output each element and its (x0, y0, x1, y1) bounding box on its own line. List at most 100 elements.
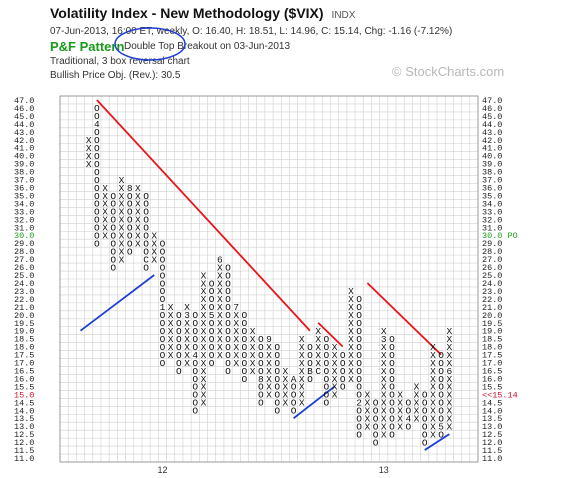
y-tick-label-right: 14.0 (482, 406, 502, 416)
x-box: X (119, 231, 125, 242)
o-box: O (324, 382, 330, 393)
o-box: O (176, 326, 182, 337)
x-box: 3 (381, 334, 387, 345)
y-tick-label: 31.0 (14, 223, 34, 233)
x-box: X (430, 414, 436, 425)
x-box: X (217, 334, 223, 345)
bullish-support-line (424, 433, 450, 451)
x-box: X (102, 223, 108, 234)
y-tick-label: 34.0 (14, 199, 34, 209)
o-box: O (143, 191, 149, 202)
x-box: X (397, 406, 403, 417)
o-box: O (127, 238, 133, 249)
x-box: X (151, 238, 157, 249)
o-box: O (258, 342, 264, 353)
o-box: O (225, 318, 231, 329)
o-box: O (160, 278, 166, 289)
o-box: O (242, 318, 248, 329)
x-box: X (299, 350, 305, 361)
x-box: X (250, 342, 256, 353)
x-box: X (201, 366, 207, 377)
o-box: O (192, 374, 198, 385)
y-tick-label-right: 42.0 (482, 136, 502, 146)
y-tick-label: 15.0 (14, 390, 34, 400)
x-box: X (135, 238, 141, 249)
x-box: X (168, 302, 174, 313)
x-box: X (299, 342, 305, 353)
o-box: O (356, 421, 362, 432)
o-box: O (143, 238, 149, 249)
y-tick-label-right: 19.0 (482, 327, 502, 337)
x-box: X (348, 374, 354, 385)
y-tick-label: 18.5 (14, 335, 34, 345)
o-box: O (110, 223, 116, 234)
x-box: 6 (446, 366, 452, 377)
x-box: X (381, 342, 387, 353)
x-box: X (217, 294, 223, 305)
x-box: X (430, 358, 436, 369)
o-box: O (94, 167, 100, 178)
o-box: O (274, 358, 280, 369)
x-box: X (397, 414, 403, 425)
x-box: X (135, 207, 141, 218)
x-box: X (135, 215, 141, 226)
o-box: O (209, 318, 215, 329)
y-tick-label-right: 21.0 (482, 303, 502, 313)
y-tick-label-right: 30.0 PO (482, 231, 518, 241)
o-box: O (274, 374, 280, 385)
o-box: O (324, 358, 330, 369)
x-box: X (365, 414, 371, 425)
o-box: O (356, 318, 362, 329)
o-box: O (274, 382, 280, 393)
x-box: X (217, 342, 223, 353)
y-tick-label: 39.0 (14, 160, 34, 170)
x-box: X (184, 302, 190, 313)
o-box: O (94, 175, 100, 186)
o-box: O (127, 199, 133, 210)
x-box: X (430, 390, 436, 401)
o-box: O (225, 302, 231, 313)
o-box: O (176, 342, 182, 353)
x-box: X (381, 374, 387, 385)
x-box: X (201, 398, 207, 409)
x-box: 7 (233, 302, 239, 313)
o-box: O (291, 406, 297, 417)
x-box: X (86, 135, 92, 146)
y-tick-label: 16.0 (14, 374, 34, 384)
o-box: O (389, 358, 395, 369)
x-box: X (266, 358, 272, 369)
o-box: O (209, 294, 215, 305)
x-axis: 12 13 (157, 465, 388, 475)
o-box: O (176, 350, 182, 361)
o-box: 1 (160, 302, 166, 313)
o-box: A (291, 374, 297, 385)
x-box: X (348, 342, 354, 353)
x-box: X (201, 350, 207, 361)
o-box: O (176, 318, 182, 329)
x-box: X (201, 318, 207, 329)
x-box: X (332, 390, 338, 401)
o-box: O (225, 262, 231, 273)
o-box: O (110, 262, 116, 273)
o-box: O (389, 414, 395, 425)
o-box: O (389, 382, 395, 393)
o-box: O (307, 350, 313, 361)
o-box: O (94, 127, 100, 138)
o-box: O (160, 286, 166, 297)
o-box: O (94, 135, 100, 146)
o-box: O (143, 246, 149, 257)
x-box: X (381, 398, 387, 409)
x-box: X (201, 342, 207, 353)
y-tick-label: 14.5 (14, 398, 34, 408)
x-box: X (119, 254, 125, 265)
o-box: O (209, 278, 215, 289)
y-tick-label: 24.0 (14, 279, 34, 289)
x-box: X (446, 390, 452, 401)
x-box: X (184, 334, 190, 345)
o-box: O (307, 374, 313, 385)
y-tick-label: 21.0 (14, 303, 34, 313)
x-box: X (381, 366, 387, 377)
o-box: O (94, 238, 100, 249)
x-box: X (184, 358, 190, 369)
x-box: X (414, 406, 420, 417)
